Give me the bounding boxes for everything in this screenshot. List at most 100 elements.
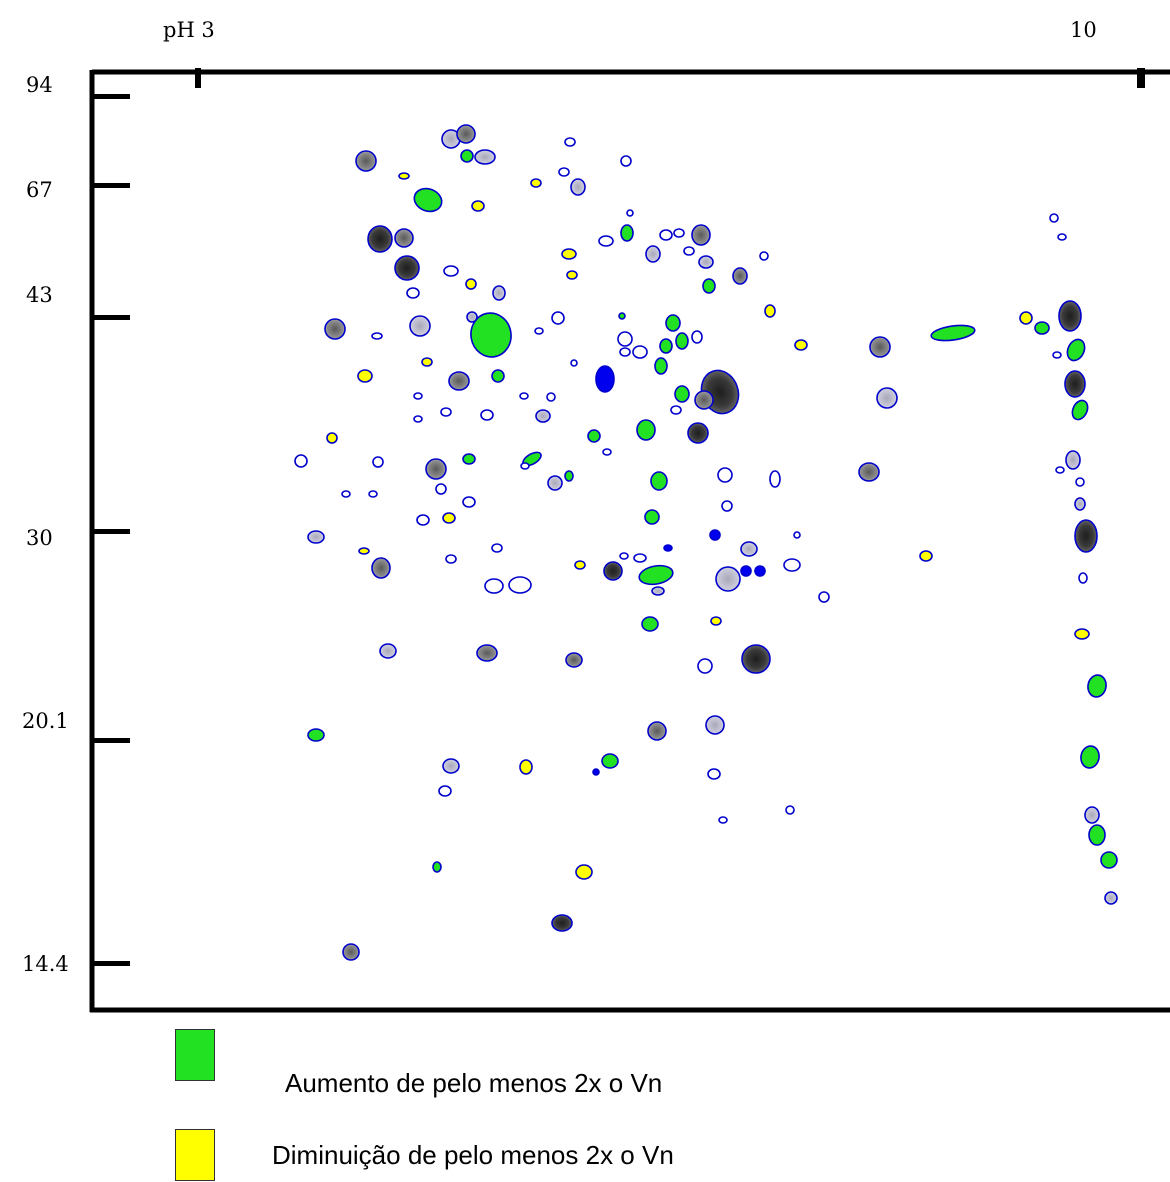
spot-faint (598, 235, 614, 247)
spot-light (645, 245, 661, 263)
spot-medium (647, 721, 667, 741)
spot-increased (413, 187, 443, 213)
spot-medium (691, 224, 711, 246)
spot-increased (601, 753, 619, 769)
spot-exclusive (663, 544, 673, 552)
spot-increased (470, 312, 512, 358)
spot-faint (721, 500, 733, 512)
spot-faint (534, 327, 544, 335)
spot-decreased (530, 178, 542, 188)
spot-light (1074, 497, 1086, 511)
spot-increased (641, 616, 659, 632)
spot-increased (1034, 321, 1050, 335)
spot-light (876, 387, 898, 409)
mw-label-30: 30 (26, 526, 53, 550)
spot-increased (587, 429, 601, 443)
legend-swatch-increase (175, 1029, 215, 1081)
spot-dark (687, 422, 709, 444)
spot-dark (741, 644, 771, 674)
spot-decreased (326, 432, 338, 444)
spot-medium (342, 943, 360, 961)
spot-decreased (421, 357, 433, 367)
gel-frame (89, 69, 1170, 1013)
spot-medium (355, 150, 377, 172)
spot-faint (440, 407, 452, 417)
spot-increased (930, 324, 976, 342)
spot-dark (394, 255, 420, 281)
mw-tick-94 (92, 94, 130, 99)
spot-dark (1058, 300, 1082, 332)
spot-faint (626, 209, 634, 217)
spot-faint (294, 454, 308, 468)
spot-increased (638, 564, 674, 586)
spot-medium (425, 458, 447, 480)
spot-light (570, 178, 586, 196)
spot-decreased (794, 339, 808, 351)
legend-label-increase: Aumento de pelo menos 2x o Vn (285, 1068, 663, 1098)
spot-increased (432, 861, 442, 873)
mw-tick-43 (92, 315, 130, 320)
spot-light (651, 586, 665, 596)
mw-label-20-1: 20.1 (22, 709, 69, 733)
ph-end-label: 10 (1070, 18, 1097, 42)
spot-increased (654, 357, 668, 375)
legend-swatch-decrease (175, 1129, 215, 1181)
spot-faint (480, 409, 494, 421)
spot-faint (416, 514, 430, 526)
spot-increased (460, 149, 474, 163)
spot-exclusive (740, 565, 752, 577)
spot-faint (1078, 572, 1088, 584)
spot-increased (1100, 851, 1118, 869)
spot-increased (491, 369, 505, 383)
spot-faint (632, 345, 648, 359)
spot-faint (707, 768, 721, 780)
spot-medium (694, 390, 714, 410)
spot-light (698, 255, 714, 269)
spot-faint (1055, 466, 1065, 474)
ph-tick-end (1137, 68, 1145, 88)
spot-decreased (358, 547, 370, 555)
spot-medium (448, 371, 470, 391)
spot-medium (565, 652, 583, 668)
spot-faint (368, 490, 378, 498)
spot-faint (1052, 351, 1062, 359)
mw-tick-67 (92, 183, 130, 188)
spot-decreased (519, 759, 533, 775)
spot-dark (603, 561, 623, 581)
spot-faint (697, 658, 713, 674)
spot-decreased (566, 270, 578, 280)
spot-faint (546, 392, 556, 402)
spot-faint (717, 467, 733, 483)
spot-increased (1080, 745, 1100, 769)
spot-exclusive (592, 768, 600, 776)
spot-faint (759, 251, 769, 261)
spot-faint (435, 483, 447, 495)
spot-faint (371, 332, 383, 340)
spot-faint (785, 805, 795, 815)
spot-light (547, 475, 563, 491)
spot-faint (443, 265, 459, 277)
spot-faint (1057, 233, 1067, 241)
mw-label-94: 94 (26, 73, 53, 97)
spot-medium (732, 267, 748, 285)
spot-decreased (575, 864, 593, 880)
spot-dark (367, 225, 393, 253)
spot-faint (341, 490, 351, 498)
spot-faint (564, 137, 576, 147)
spot-faint (783, 558, 801, 572)
spot-faint (445, 554, 457, 564)
spot-decreased (574, 560, 586, 570)
spot-medium (869, 336, 891, 358)
spot-faint (372, 456, 384, 468)
spot-medium (324, 318, 346, 340)
spot-medium (371, 557, 391, 579)
spot-dark (1074, 519, 1098, 553)
spot-increased (659, 338, 673, 354)
spot-faint (619, 347, 631, 357)
spot-decreased (398, 172, 410, 180)
spot-faint (413, 415, 423, 423)
mw-tick-20.1 (92, 738, 130, 743)
spot-faint (818, 591, 830, 603)
mw-label-43: 43 (26, 283, 53, 307)
spot-faint (718, 816, 728, 824)
